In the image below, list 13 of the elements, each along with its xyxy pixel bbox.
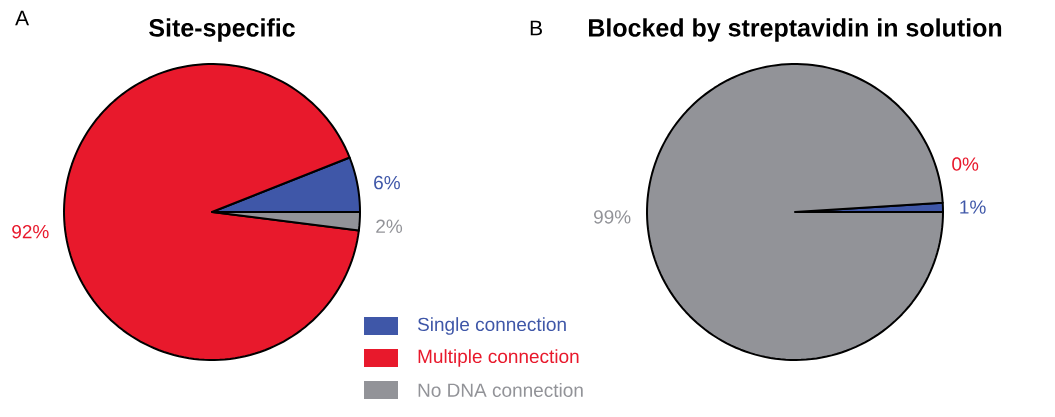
data-label: 1% xyxy=(960,200,986,214)
data-label: 6% xyxy=(374,175,400,190)
text: 0% xyxy=(952,157,979,171)
legend-label: No DNA connection xyxy=(418,383,583,397)
chart-title: Blocked by streptavidin in solution xyxy=(589,18,1002,42)
chart-title: Site-specific xyxy=(149,18,295,42)
legend-label: Single connection xyxy=(417,317,566,335)
data-label: 99% xyxy=(593,210,631,224)
legend-label: Multiple connection xyxy=(418,349,579,367)
text: A xyxy=(15,10,30,26)
data-label: 92% xyxy=(12,224,49,239)
text: B xyxy=(530,20,542,36)
data-label: 2% xyxy=(376,219,403,233)
